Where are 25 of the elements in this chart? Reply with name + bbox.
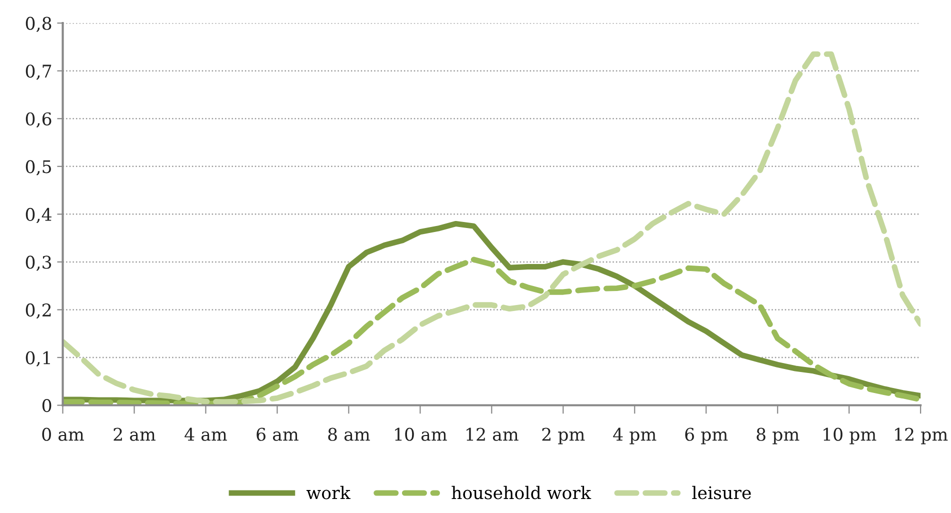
y-tick-label: 0,2 — [26, 303, 51, 319]
x-tick-label: 12 pm — [895, 428, 948, 444]
y-tick-label: 0,6 — [26, 112, 52, 128]
x-tick-label: 4 am — [184, 428, 227, 441]
y-tick-label: 0,3 — [26, 256, 52, 271]
y-tick-label: 0,4 — [26, 208, 52, 224]
x-tick-label: 6 am — [256, 428, 298, 441]
y-tick-label: 0,1 — [26, 351, 50, 366]
x-tick-label: 8 am — [328, 428, 370, 441]
x-tick-label: 10 am — [395, 428, 447, 441]
legend-label: leisure — [692, 486, 751, 500]
x-tick-label: 10 pm — [824, 428, 876, 444]
x-tick-label: 2 pm — [542, 428, 585, 444]
y-tick-label: 0 — [42, 398, 52, 412]
y-tick-label: 0,8 — [26, 16, 52, 32]
x-tick-label: 0 am — [42, 428, 84, 441]
legend-label: work — [306, 486, 350, 500]
legend-label: household work — [452, 486, 592, 500]
x-tick-label: 8 pm — [756, 428, 800, 444]
y-tick-label: 0,5 — [26, 160, 52, 176]
x-tick-label: 4 pm — [613, 428, 656, 444]
x-tick-label: 6 pm — [685, 428, 728, 444]
x-tick-label: 12 am — [466, 428, 518, 441]
x-tick-label: 2 am — [114, 428, 156, 441]
y-tick-label: 0,7 — [26, 64, 52, 80]
